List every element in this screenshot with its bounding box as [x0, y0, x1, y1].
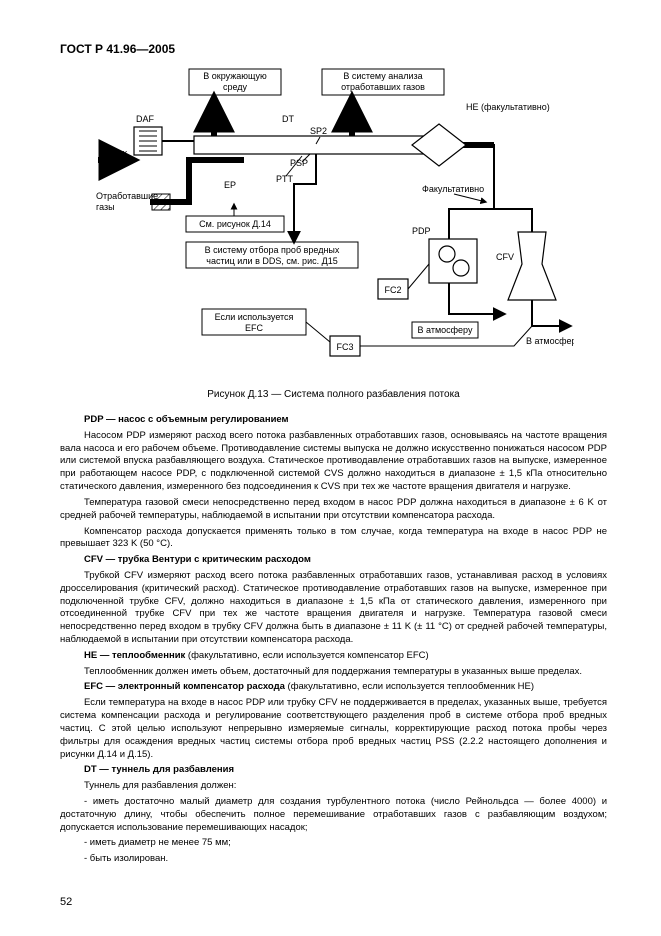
lbl-efc-1: Если используется: [214, 312, 293, 322]
paragraph: Теплообменник должен иметь объем, достат…: [60, 666, 607, 679]
lbl-pdp: PDP: [412, 226, 431, 236]
paragraph: Если температура на входе в насос PDP ил…: [60, 697, 607, 761]
figure-caption: Рисунок Д.13 — Система полного разбавлен…: [60, 389, 607, 400]
paragraph: Компенсатор расхода допускается применят…: [60, 526, 607, 552]
lbl-cfv: CFV: [496, 252, 514, 262]
list-item: - иметь диаметр не менее 75 мм;: [60, 837, 607, 850]
section-heading: HE — теплообменник (факультативно, если …: [60, 650, 607, 663]
lbl-efc-2: EFC: [245, 323, 264, 333]
figure-d13: В окружающую среду В систему анализа отр…: [60, 64, 607, 379]
body-text: PDP — насос с объемным регулированием Нас…: [60, 414, 607, 866]
lbl-sampl-1: В систему отбора проб вредных: [204, 245, 339, 255]
list-item: - иметь достаточно малый диаметр для соз…: [60, 796, 607, 834]
lbl-fc2: FC2: [384, 285, 401, 295]
lbl-sp2: SP2: [310, 126, 327, 136]
paragraph: Туннель для разбавления должен:: [60, 780, 607, 793]
paragraph: Трубкой CFV измеряют расход всего потока…: [60, 570, 607, 647]
lbl-ptt: PTT: [276, 174, 294, 184]
lbl-sampl-2: частиц или в DDS, см. рис. Д15: [206, 256, 337, 266]
lbl-env-2: среду: [222, 82, 247, 92]
lbl-analys-2: отработавших газов: [341, 82, 425, 92]
lbl-see14: См. рисунок Д.14: [199, 219, 271, 229]
paragraph: Насосом PDP измеряют расход всего потока…: [60, 430, 607, 494]
section-heading: EFC — электронный компенсатор расхода (ф…: [60, 681, 607, 694]
lbl-ep: EP: [224, 180, 236, 190]
paragraph: Температура газовой смеси непосредственн…: [60, 497, 607, 523]
lbl-optional: Факультативно: [422, 184, 484, 194]
lbl-he: HE (факультативно): [466, 102, 550, 112]
lbl-exh-1: Отработавшие: [96, 191, 158, 201]
lbl-daf: DAF: [136, 114, 155, 124]
section-heading: DT — туннель для разбавления: [60, 764, 607, 777]
lbl-analys-1: В систему анализа: [343, 71, 422, 81]
lbl-atm1: В атмосферу: [417, 325, 472, 335]
lbl-air: Воздух: [98, 148, 128, 158]
lbl-atm2: В атмосферу: [526, 336, 574, 346]
section-heading: CFV — трубка Вентури с критическим расхо…: [60, 554, 607, 567]
page-number: 52: [60, 896, 72, 908]
lbl-dt: DT: [282, 114, 294, 124]
list-item: - быть изолирован.: [60, 853, 607, 866]
lbl-fc3: FC3: [336, 342, 353, 352]
section-heading: PDP — насос с объемным регулированием: [60, 414, 607, 427]
lbl-env-1: В окружающую: [203, 71, 267, 81]
doc-header: ГОСТ Р 41.96—2005: [60, 42, 607, 56]
lbl-exh-2: газы: [96, 202, 115, 212]
